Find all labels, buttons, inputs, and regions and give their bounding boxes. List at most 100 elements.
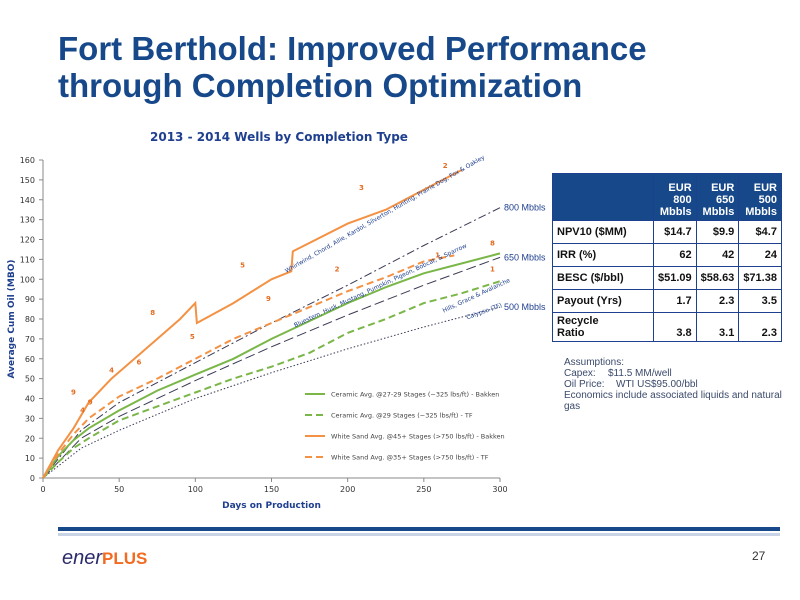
chart-curves [42, 169, 501, 479]
y-tick-label: 0 [30, 474, 35, 483]
series-line [42, 252, 501, 479]
row-label: Recycle Ratio [552, 312, 654, 342]
header-line: Mbbls [745, 206, 777, 218]
legend-entry: Ceramic Avg. @27-29 Stages (~325 lbs/ft)… [331, 391, 499, 399]
row-label: NPV10 ($MM) [552, 220, 654, 244]
legend-entry: Ceramic Avg. @29 Stages (~325 lbs/ft) - … [331, 412, 473, 420]
x-axis-label: Days on Production [222, 501, 321, 511]
x-tick-label: 300 [492, 485, 507, 494]
header-line: 500 [758, 194, 777, 206]
point-label: 9 [266, 295, 271, 303]
series-line [42, 254, 455, 479]
slide-title: Fort Berthold: Improved Performance thro… [58, 30, 778, 104]
capex-label: Capex: [564, 368, 596, 379]
y-tick-label: 100 [20, 275, 35, 284]
point-label: 9 [88, 398, 93, 406]
cell-value: 2.3 [695, 289, 740, 313]
header-line: Mbbls [702, 206, 735, 218]
row-label: Payout (Yrs) [552, 289, 654, 313]
row-label: IRR (%) [552, 243, 654, 267]
legend-entry: White Sand Avg. @45+ Stages (>750 lbs/ft… [331, 433, 505, 441]
y-tick-label: 140 [20, 196, 35, 205]
series-line [42, 169, 463, 479]
y-axis-label: Average Cum Oil (MBO) [7, 260, 17, 379]
chart-axes: 0102030405060708090100110120130140150160… [7, 156, 508, 511]
oil-label: Oil Price: [564, 379, 605, 390]
enerplus-logo: enerPLUS [62, 547, 147, 570]
type-curve-line [42, 256, 501, 479]
oil-value: WTI US$95.00/bbl [616, 379, 698, 390]
logo-plus: PLUS [102, 549, 148, 568]
point-label: 3 [359, 184, 364, 192]
x-tick-label: 0 [40, 485, 45, 494]
point-label: 6 [137, 359, 142, 367]
annotation-label: Whirlwind, Chord, Ailie, Kardol, Silvert… [284, 154, 486, 275]
cell-value: $51.09 [653, 266, 697, 290]
economics-col-header: EUR 650 Mbbls [695, 173, 740, 221]
header-line: 800 [673, 194, 692, 206]
y-tick-label: 30 [25, 414, 35, 423]
y-tick-label: 70 [25, 335, 35, 344]
y-tick-label: 20 [25, 434, 35, 443]
economics-col-header: EUR 500 Mbbls [738, 173, 782, 221]
y-tick-label: 50 [25, 375, 35, 384]
logo-ener: ener [62, 547, 103, 569]
point-label: 1 [490, 265, 495, 273]
header-line: 650 [715, 194, 735, 206]
footer-rule [58, 527, 780, 531]
x-tick-label: 250 [416, 485, 431, 494]
economics-row-npv10: NPV10 ($MM) $14.7 $9.9 $4.7 [552, 220, 782, 244]
point-label: 5 [190, 333, 195, 341]
chart-title: 2013 - 2014 Wells by Completion Type [150, 130, 408, 144]
point-label: 2 [443, 162, 448, 170]
x-tick-label: 200 [340, 485, 355, 494]
y-tick-label: 10 [25, 454, 35, 463]
annotation-label: Calypso (TF) [465, 302, 503, 321]
cell-value: 2.3 [738, 312, 782, 342]
y-tick-label: 120 [20, 236, 35, 245]
header-line: EUR [668, 182, 692, 194]
economics-row-payout: Payout (Yrs) 1.7 2.3 3.5 [552, 289, 782, 313]
point-label: 8 [490, 239, 495, 247]
row-label-line: Ratio [557, 327, 585, 339]
type-curve-label: 800 Mbbls [504, 203, 546, 213]
economics-header-row: EUR 800 Mbbls EUR 650 Mbbls EUR 500 Mbbl… [552, 173, 782, 221]
capex-value: $11.5 MM/well [608, 368, 672, 379]
cell-value: 3.5 [738, 289, 782, 313]
economics-row-recycle: Recycle Ratio 3.8 3.1 2.3 [552, 312, 782, 342]
page-number: 27 [752, 549, 766, 563]
y-tick-label: 80 [25, 315, 35, 324]
y-tick-label: 130 [20, 216, 35, 225]
economics-col-header: EUR 800 Mbbls [653, 173, 697, 221]
type-curve-label: 500 Mbbls [504, 302, 546, 312]
slide-title-line1: Fort Berthold: Improved Performance [58, 30, 647, 67]
y-tick-label: 40 [25, 395, 35, 404]
point-label: 4 [109, 367, 114, 375]
row-label: BESC ($/bbl) [552, 266, 654, 290]
cell-value: 24 [738, 243, 782, 267]
cell-value: 3.1 [695, 312, 740, 342]
y-tick-label: 160 [20, 156, 35, 165]
footer-rule-light [58, 533, 780, 536]
y-tick-label: 90 [25, 295, 35, 304]
type-curve-label: 650 Mbbls [504, 252, 546, 262]
economics-row-irr: IRR (%) 62 42 24 [552, 243, 782, 267]
cell-value: $4.7 [738, 220, 782, 244]
y-tick-label: 110 [20, 255, 35, 264]
cell-value: 1.7 [653, 289, 697, 313]
cell-value: $9.9 [695, 220, 740, 244]
cell-value: $71.38 [738, 266, 782, 290]
point-label: 1 [435, 251, 440, 259]
header-line: EUR [711, 182, 735, 194]
x-tick-label: 50 [114, 485, 124, 494]
assumptions-block: Assumptions: Capex: $11.5 MM/well Oil Pri… [564, 357, 800, 412]
point-label: 9 [71, 389, 76, 397]
economics-corner-cell [552, 173, 654, 221]
x-tick-label: 150 [264, 485, 279, 494]
point-label: 4 [80, 406, 85, 414]
cell-value: 3.8 [653, 312, 697, 342]
cell-value: $14.7 [653, 220, 697, 244]
slide-title-line2: through Completion Optimization [58, 67, 583, 104]
economics-table: EUR 800 Mbbls EUR 650 Mbbls EUR 500 Mbbl… [552, 173, 782, 342]
